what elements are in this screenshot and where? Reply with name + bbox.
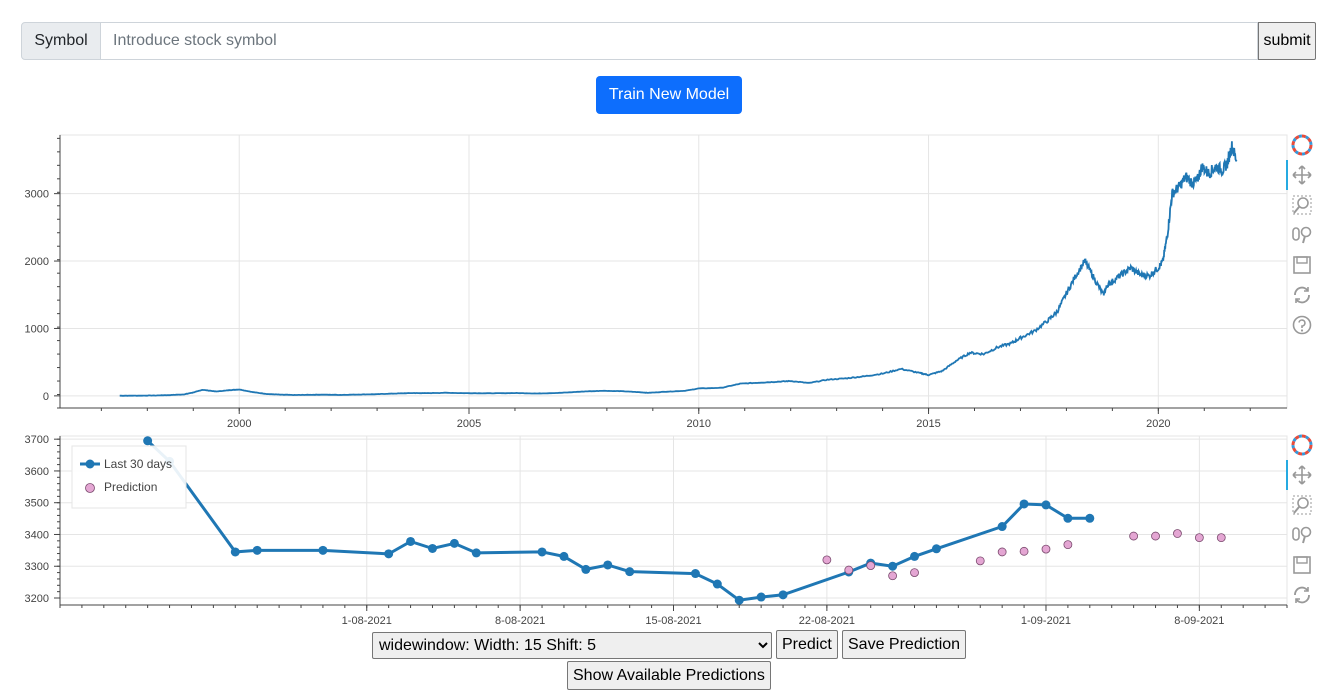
last-30-days-point [603, 560, 613, 570]
prediction-point [866, 561, 876, 571]
last-30-days-point [997, 522, 1007, 532]
last-30-days-line [146, 439, 1090, 602]
last-30-days-point [931, 544, 941, 554]
prediction-point [997, 547, 1007, 557]
last-30-days-point [406, 536, 416, 546]
prediction-chart[interactable]: 1-08-2021 8-08-2021 15-08-2021 22-08-2021 1-… [0, 430, 1290, 635]
legend-label-last-30-days: Last 30 days [104, 457, 172, 471]
prediction-point [1151, 531, 1160, 541]
last-30-days-point [318, 545, 328, 555]
symbol-input-group: Symbol submit [21, 22, 1316, 60]
symbol-label: Symbol [21, 22, 101, 60]
last-30-days-point [734, 595, 744, 605]
prediction-point [822, 555, 832, 565]
symbol-input[interactable] [101, 22, 1258, 60]
x-tick-label: 2005 [457, 418, 481, 430]
last-30-days-point [449, 538, 459, 548]
save-icon[interactable] [1289, 552, 1315, 578]
submit-button[interactable]: submit [1258, 22, 1316, 60]
y-tick-label: 3200 [25, 593, 49, 605]
save-prediction-button[interactable]: Save Prediction [842, 630, 967, 659]
last-30-days-point [756, 592, 766, 602]
show-available-predictions-button[interactable]: Show Available Predictions [567, 661, 771, 690]
last-30-days-point [690, 569, 700, 579]
x-tick-label: 2010 [687, 418, 711, 430]
y-tick-label: 3300 [25, 561, 49, 573]
bokeh-logo-icon[interactable] [1289, 432, 1315, 458]
last-30-days-point [910, 551, 920, 561]
last-30-days-point [1063, 513, 1073, 523]
y-tick-label: 3400 [25, 529, 49, 541]
y-tick-label: 3500 [25, 498, 49, 510]
price-line [119, 141, 1238, 397]
last-30-days-point [230, 547, 240, 557]
bokeh-logo-icon[interactable] [1289, 132, 1315, 158]
train-new-model-button[interactable]: Train New Model [596, 76, 742, 114]
last-30-days-point [625, 567, 635, 577]
y-tick-label: 3700 [25, 434, 49, 446]
x-tick-label: 2020 [1146, 418, 1170, 430]
prediction-point [1173, 529, 1182, 538]
help-icon[interactable] [1289, 312, 1315, 338]
last-30-days-point [427, 543, 437, 553]
x-tick-label: 2015 [916, 418, 940, 430]
y-tick-label: 0 [43, 391, 49, 403]
last-30-days-point [888, 561, 898, 571]
wheel-zoom-icon[interactable] [1289, 222, 1315, 248]
reset-icon[interactable] [1289, 282, 1315, 308]
prediction-point [1019, 546, 1029, 556]
x-tick-label: 22-08-2021 [799, 615, 855, 627]
legend-prediction-swatch [85, 483, 95, 493]
save-icon[interactable] [1289, 252, 1315, 278]
last-30-days-point [1041, 500, 1051, 510]
box-zoom-icon[interactable] [1289, 192, 1315, 218]
last-30-days-point [712, 579, 722, 589]
prediction-point [1216, 533, 1226, 543]
y-tick-label: 2000 [25, 256, 49, 268]
y-tick-label: 3000 [25, 189, 49, 201]
legend-marker-swatch [85, 459, 95, 469]
y-tick-label: 1000 [25, 323, 49, 335]
x-tick-label: 1-09-2021 [1021, 615, 1071, 627]
prediction-point [1063, 540, 1073, 550]
x-tick-label: 15-08-2021 [645, 615, 701, 627]
predict-button[interactable]: Predict [776, 630, 838, 659]
prediction-point [888, 571, 898, 581]
y-tick-label: 3600 [25, 466, 49, 478]
last-30-days-point [252, 545, 262, 555]
x-tick-label: 8-08-2021 [495, 615, 545, 627]
prediction-point [1041, 544, 1051, 554]
prediction-point [1194, 533, 1204, 543]
prediction-point [844, 565, 854, 575]
window-select[interactable]: widewindow: Width: 15 Shift: 5 [372, 632, 772, 659]
last-30-days-point [143, 436, 153, 446]
box-zoom-icon[interactable] [1289, 492, 1315, 518]
reset-icon[interactable] [1289, 582, 1315, 608]
x-tick-label: 1-08-2021 [342, 615, 392, 627]
last-30-days-point [581, 564, 591, 574]
legend-label-prediction: Prediction [104, 480, 157, 494]
pan-icon[interactable] [1289, 162, 1315, 188]
last-30-days-point [471, 548, 481, 558]
price-history-chart[interactable]: 2000 2005 2010 2015 2020 0 1000 2000 3000 [0, 125, 1290, 435]
wheel-zoom-icon[interactable] [1289, 522, 1315, 548]
prediction-point [975, 556, 985, 566]
last-30-days-point [1019, 499, 1029, 509]
x-tick-label: 8-09-2021 [1174, 615, 1224, 627]
last-30-days-point [559, 551, 569, 561]
pan-icon[interactable] [1289, 462, 1315, 488]
last-30-days-point [778, 590, 788, 600]
chart-legend: Last 30 days Prediction [71, 445, 187, 509]
last-30-days-point [1085, 513, 1095, 523]
x-tick-label: 2000 [227, 418, 251, 430]
last-30-days-point [537, 547, 547, 557]
prediction-point [1129, 531, 1139, 541]
prediction-point [910, 568, 919, 577]
last-30-days-point [384, 549, 394, 559]
